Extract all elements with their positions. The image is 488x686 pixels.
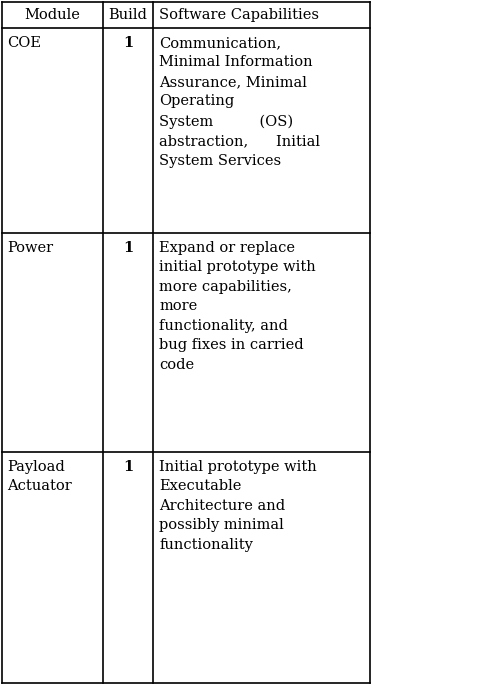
Text: 1: 1 <box>123 36 133 50</box>
Text: Expand or replace
initial prototype with
more capabilities,
more
functionality, : Expand or replace initial prototype with… <box>159 241 316 372</box>
Text: Power: Power <box>7 241 53 255</box>
Text: COE: COE <box>7 36 41 50</box>
Text: Payload
Actuator: Payload Actuator <box>7 460 72 493</box>
Text: 1: 1 <box>123 460 133 474</box>
Text: 1: 1 <box>123 241 133 255</box>
Text: Communication,
Minimal Information
Assurance, Minimal
Operating
System          : Communication, Minimal Information Assur… <box>159 36 320 167</box>
Text: Software Capabilities: Software Capabilities <box>159 8 319 22</box>
Text: Initial prototype with
Executable
Architecture and
possibly minimal
functionalit: Initial prototype with Executable Archit… <box>159 460 317 552</box>
Text: Build: Build <box>108 8 147 22</box>
Text: Module: Module <box>24 8 81 22</box>
